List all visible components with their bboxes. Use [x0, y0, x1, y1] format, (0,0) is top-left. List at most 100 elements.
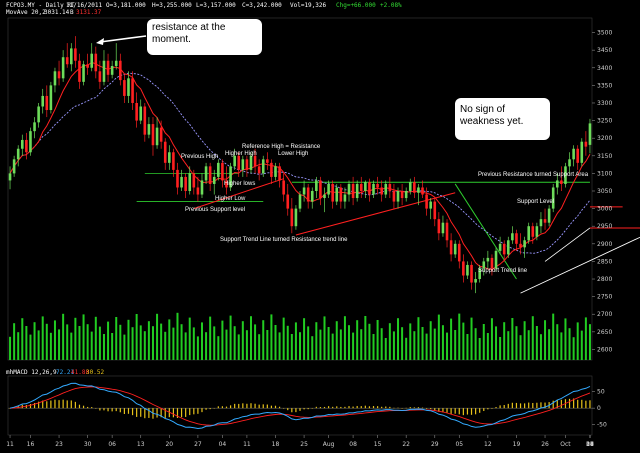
candle-body — [119, 60, 122, 81]
macd-hist-bar — [556, 399, 558, 409]
volume-bar — [539, 334, 542, 360]
macd-hist-bar — [368, 406, 371, 409]
candle-body — [241, 159, 245, 170]
volume-bar — [70, 332, 73, 360]
macd-hist-bar — [127, 408, 130, 414]
candle-body — [437, 219, 441, 234]
price-tick-label: 2950 — [597, 223, 612, 230]
callout-arrow-line — [99, 35, 147, 43]
macd-hist-bar — [327, 406, 330, 409]
macd-hist-bar — [189, 408, 191, 416]
price-tick-label: 2750 — [597, 294, 612, 301]
macd-hist-bar — [111, 408, 113, 412]
macd-panel-frame — [7, 375, 593, 436]
candle-body — [319, 180, 322, 199]
macd-hist-bar — [479, 408, 481, 413]
macd-hist-bar — [82, 405, 85, 409]
volume-bar — [86, 324, 89, 360]
volume-bar — [482, 324, 485, 360]
candle-body — [49, 85, 53, 111]
volume-bar — [507, 331, 510, 360]
header-low: L=3,157.000 — [196, 2, 236, 9]
macd-hist-bar — [401, 408, 403, 409]
macd-hist-bar — [372, 406, 375, 409]
macd-hist-bar — [307, 408, 309, 410]
macd-hist-bar — [33, 403, 36, 409]
volume-bar — [209, 316, 212, 360]
candle-body — [139, 106, 143, 121]
macd-hist-bar — [172, 408, 174, 418]
candle-body — [135, 102, 138, 121]
candle-body — [188, 173, 192, 191]
candle-body — [588, 123, 592, 145]
macd-hist-bar — [38, 401, 40, 409]
macd-hist-bar — [568, 398, 571, 409]
volume-bar — [315, 322, 318, 360]
macd-hist-bar — [540, 402, 542, 409]
candle-body — [249, 155, 253, 170]
macd-hist-bar — [266, 404, 268, 409]
candle-body — [86, 64, 89, 68]
macd-hist-bar — [446, 408, 448, 413]
volume-bar — [441, 325, 444, 360]
candle-body — [37, 106, 40, 123]
volume-bar — [360, 329, 363, 360]
candle-body — [560, 180, 563, 184]
label-higher-low: Higher Low — [215, 196, 246, 202]
candle-body — [417, 187, 420, 193]
volume-bar — [135, 314, 138, 360]
trend-lines — [193, 178, 640, 294]
macd-hist-bar — [552, 400, 554, 409]
candle-body — [131, 78, 134, 103]
macd-hist-bar — [577, 399, 579, 409]
macd-hist-bar — [193, 408, 195, 415]
candle-body — [25, 139, 28, 153]
volume-bar — [560, 332, 563, 360]
candle-body — [388, 183, 392, 191]
label-support-level: Support Level — [517, 199, 554, 205]
resistance-callout: resistance at the moment. — [147, 19, 262, 55]
candle-body — [498, 243, 502, 251]
label-support-trend: Support Trend line — [478, 268, 528, 274]
volume-bar — [392, 331, 395, 360]
macd-hist-bar — [46, 401, 48, 409]
macd-hist-bar — [209, 408, 211, 410]
candle-body — [61, 57, 65, 79]
candle-body — [315, 180, 318, 191]
axes: 2600265027002750280028502900295030003050… — [6, 30, 612, 448]
macd-hist-bar — [536, 402, 538, 409]
volume-bar — [495, 326, 498, 360]
volume-bar — [119, 324, 122, 360]
volume-bar — [102, 334, 105, 360]
volume-bar — [217, 336, 220, 360]
macd-hist-bar — [299, 408, 301, 411]
candle-body — [478, 268, 481, 280]
volume-bar — [576, 322, 579, 360]
macd-hist-bar — [205, 408, 207, 410]
candle-body — [482, 261, 486, 269]
candle-body — [457, 243, 461, 262]
volume-bar — [372, 334, 375, 360]
price-tick-label: 3350 — [597, 82, 612, 89]
volume-bar — [49, 332, 52, 360]
x-tick-label: 13 — [137, 441, 145, 448]
macd-hist-bar — [87, 406, 89, 409]
macd-tick-label: 50 — [597, 389, 605, 396]
volume-bar — [331, 333, 334, 360]
candle-body — [396, 191, 400, 202]
candle-body — [364, 182, 367, 191]
macd-hist-bar — [58, 400, 60, 409]
macd-hist-bar — [364, 405, 366, 409]
volume-bar — [282, 317, 285, 360]
candle-body — [535, 226, 539, 237]
candle-body — [270, 162, 273, 177]
x-tick-label: 20 — [165, 441, 173, 448]
candle-body — [506, 240, 510, 255]
candle-body — [425, 194, 428, 209]
volume-bar — [200, 322, 203, 360]
macd-hist-bar — [462, 408, 464, 416]
volume-bar — [111, 333, 114, 360]
volume-bar — [429, 321, 432, 360]
volume-bar — [548, 329, 551, 360]
candle-body — [78, 60, 81, 82]
